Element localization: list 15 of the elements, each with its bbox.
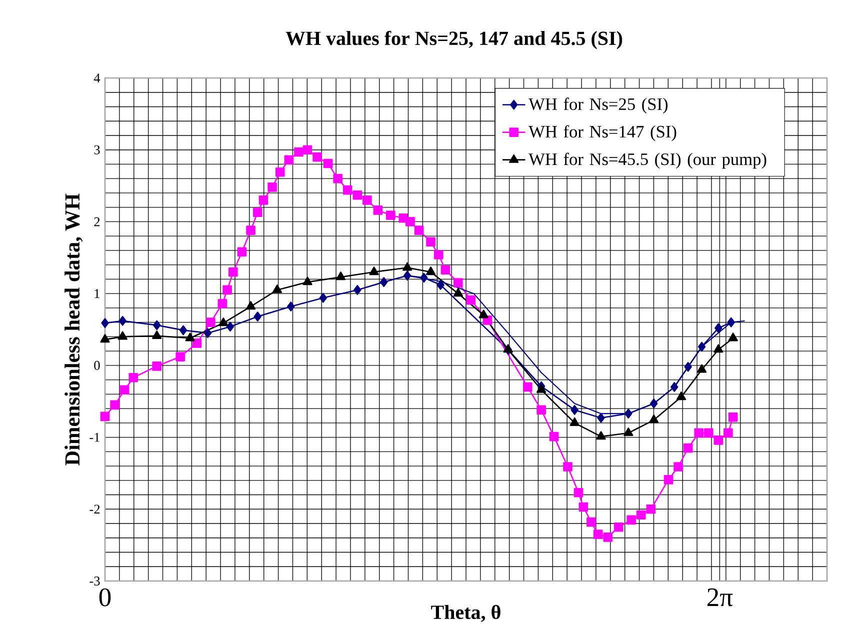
x-axis-title: Theta, θ [431,604,500,622]
y-tick-label: -1 [90,432,100,442]
y-tick-label: -3 [90,576,100,586]
y-tick-label: 3 [94,145,100,154]
y-tick-label: 4 [94,74,100,82]
chart-title: WH values for Ns=25, 147 and 45.5 (SI) [286,30,622,50]
y-tick-label: 0 [94,360,100,370]
legend-label: WH for Ns=25 (SI) [528,98,668,114]
x-tick-label: 2π [707,588,733,606]
legend-label: WH for Ns=147 (SI) [528,125,676,142]
y-tick-label: 1 [94,289,100,298]
y-tick-label: 2 [94,217,100,226]
y-axis-title: Dimensionless head data, WH [64,194,83,466]
legend-label: WH for Ns=45.5 (SI) (our pump) [528,152,766,169]
y-tick-label: -2 [90,504,100,514]
